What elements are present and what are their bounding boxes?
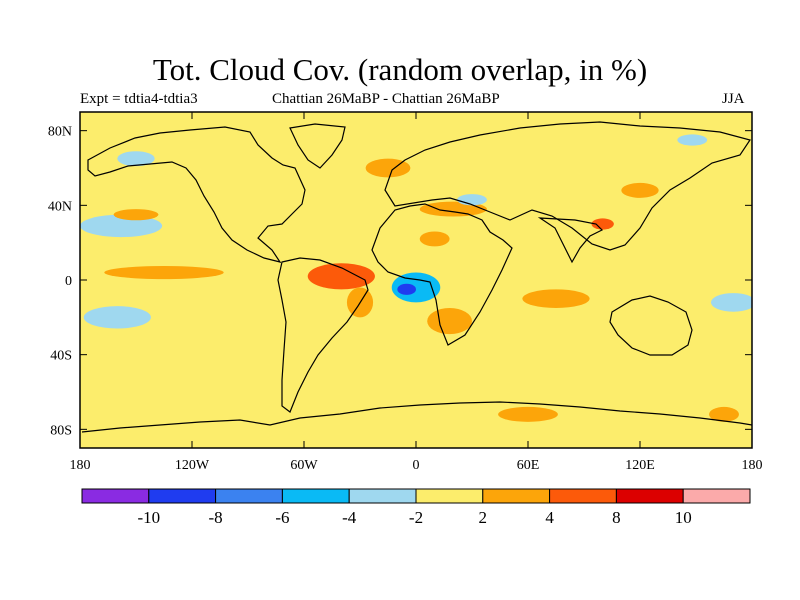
anomaly-tropical-atlantic-negative-core	[397, 283, 416, 295]
anomaly-north-pacific-negative	[80, 214, 163, 238]
anomaly-west-pacific-negative	[710, 293, 752, 312]
lon-tick-label: 180	[70, 458, 91, 473]
lat-tick-label: 0	[65, 274, 72, 289]
anomaly-east-pacific-negative	[83, 306, 151, 329]
colorbar-label: 8	[612, 508, 621, 527]
colorbar-label: 10	[675, 508, 692, 527]
anomaly-tropical-pacific-positive	[104, 266, 224, 280]
anomaly-mediterranean-positive	[419, 201, 487, 217]
period-label: Chattian 26MaBP - Chattian 26MaBP	[272, 91, 500, 107]
lat-tick-label: 40S	[50, 349, 72, 364]
coastline-europe-asia	[384, 121, 751, 251]
plot-title: Tot. Cloud Cov. (random overlap, in %)	[152, 52, 648, 87]
coastlines	[81, 121, 752, 433]
colorbar: -10 -8 -6 -4 -2 2 4 8 10	[81, 488, 751, 527]
colorbar-label: -2	[409, 508, 423, 527]
colorbar-label: -4	[342, 508, 357, 527]
colorbar-swatch	[281, 488, 350, 504]
anomaly-layer	[80, 134, 752, 422]
coastline-north-america	[87, 126, 306, 263]
colorbar-swatch	[615, 488, 684, 504]
lon-tick-label: 60E	[517, 458, 540, 473]
colorbar-label: 4	[545, 508, 554, 527]
anomaly-south-america-north-positive	[307, 263, 375, 290]
anomaly-arctic-negative	[677, 134, 708, 146]
lon-tick-label: 60W	[290, 458, 318, 473]
anomaly-southern-africa-positive	[427, 308, 472, 335]
colorbar-swatch	[215, 488, 283, 504]
anomaly-africa-sahel-positive	[419, 231, 450, 247]
colorbar-label: 2	[479, 508, 488, 527]
coastline-greenland	[289, 123, 346, 169]
colorbar-swatch	[415, 488, 484, 504]
map-panel	[79, 111, 753, 449]
anomaly-north-atlantic-positive	[365, 158, 411, 178]
coastline-eurasia-africa	[371, 203, 513, 346]
colorbar-label: -6	[275, 508, 289, 527]
anomaly-indian-ocean-positive	[522, 289, 590, 308]
lon-tick-label: 120E	[625, 458, 655, 473]
lat-tick-label: 40N	[48, 199, 72, 214]
coastline-india	[537, 217, 604, 264]
coastline-south-america	[277, 257, 369, 413]
anomaly-tropical-atlantic-negative	[391, 272, 441, 303]
colorbar-swatch	[682, 488, 751, 504]
lat-tick-label: 80N	[48, 125, 72, 140]
lon-tick-label: 120W	[175, 458, 210, 473]
anomaly-china-positive	[591, 218, 614, 230]
colorbar-swatch	[81, 488, 150, 504]
colorbar-swatch	[348, 488, 417, 504]
colorbar-label: -8	[209, 508, 223, 527]
colorbar-swatch	[148, 488, 217, 504]
coastline-antarctica	[81, 401, 752, 433]
anomaly-alaska-negative	[117, 151, 155, 167]
coastline-australia	[609, 295, 693, 356]
anomaly-north-pacific-positive	[113, 209, 159, 221]
colorbar-swatch	[482, 488, 551, 504]
anomaly-siberia-positive	[621, 182, 659, 198]
anomaly-antarctica-positive	[709, 406, 739, 422]
experiment-label: Expt = tdtia4-tdtia3	[80, 91, 198, 107]
lat-tick-label: 80S	[50, 423, 72, 438]
colorbar-label: -10	[137, 508, 160, 527]
lon-tick-label: 0	[413, 458, 420, 473]
lon-tick-label: 180	[742, 458, 763, 473]
colorbar-swatch	[549, 488, 617, 504]
axis-ticks: 80N 40N 0 40S 80S 180 120W 60W 0 60E 120E 180	[48, 112, 763, 473]
anomaly-southern-ocean-positive	[498, 406, 558, 422]
anomaly-mediterranean-negative	[457, 194, 487, 206]
season-label: JJA	[722, 91, 745, 107]
